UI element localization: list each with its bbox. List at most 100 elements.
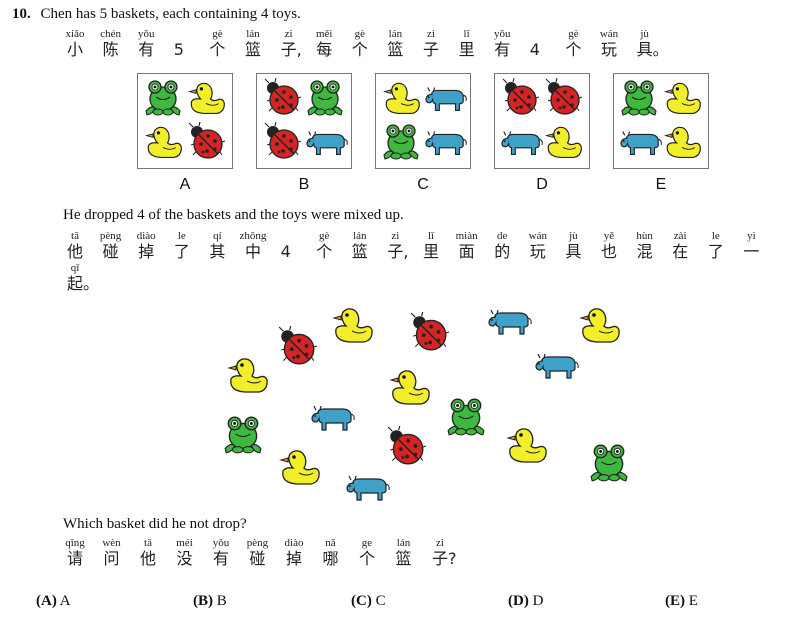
pinyin: qí: [213, 230, 222, 242]
hanzi: 个: [316, 242, 333, 261]
basket-label: C: [417, 176, 429, 193]
cow-toy: [534, 350, 580, 386]
pinyin: jù: [640, 28, 649, 40]
choice-value: E: [685, 593, 698, 609]
hanzi: 碰: [102, 242, 119, 261]
hanzi: 他: [67, 242, 84, 261]
cow-toy: [305, 128, 349, 162]
duck-toy: [543, 122, 583, 166]
duck-toy: [381, 78, 421, 122]
hanzi: 了: [707, 242, 724, 261]
hanzi: 掉: [286, 549, 303, 568]
pinyin: tā: [71, 230, 79, 242]
duck-toy: [186, 78, 226, 122]
pinyin: [162, 28, 202, 40]
pinyin-character: lán 篮: [375, 28, 415, 60]
cow-toy: [345, 472, 391, 508]
pinyin: [518, 28, 558, 40]
cow-toy: [310, 402, 356, 438]
choice-key: (D): [508, 593, 529, 609]
cow-toy: [500, 128, 544, 162]
basket-b[interactable]: [256, 73, 352, 169]
pinyin: gè: [212, 28, 223, 40]
cow-toy: [619, 128, 663, 162]
pinyin-character: diào 掉: [126, 230, 166, 262]
choice-d[interactable]: (D) D: [508, 593, 543, 610]
pinyin: lán: [246, 28, 260, 40]
pinyin: lán: [388, 28, 403, 40]
pinyin-character: zi 子: [411, 28, 451, 60]
hanzi: 4: [529, 40, 540, 59]
frog-toy: [381, 122, 421, 166]
pinyin: měi: [315, 28, 333, 40]
pinyin: diào: [284, 537, 304, 549]
pinyin-character: zi 子,: [375, 230, 415, 262]
ladybug-toy: [543, 77, 583, 122]
pinyin: gè: [568, 28, 579, 40]
choice-key: (A): [36, 593, 57, 609]
pinyin: lǐ: [463, 28, 470, 40]
pinyin: qǐ: [70, 262, 80, 274]
pinyin: wèn: [102, 537, 121, 549]
choice-c[interactable]: (C) C: [351, 593, 386, 610]
hanzi: 有: [213, 549, 230, 568]
pinyin-character: wán 玩: [589, 28, 629, 60]
pinyin: zi: [436, 537, 444, 549]
pinyin: nǎ: [325, 537, 336, 549]
pinyin: lán: [396, 537, 411, 549]
pinyin-character: de 的: [482, 230, 522, 262]
ladybug-toy: [262, 77, 302, 122]
duck-toy: [330, 304, 374, 350]
pinyin-character: yǒu 有: [482, 28, 522, 60]
pinyin: le: [711, 230, 720, 242]
pinyin-character: pèng 碰: [91, 230, 131, 262]
hanzi: 混: [636, 242, 653, 261]
duck-toy: [662, 122, 702, 166]
hanzi: 玩: [601, 40, 618, 59]
pinyin: yì: [747, 230, 756, 242]
pinyin: gè: [354, 28, 365, 40]
duck-toy: [277, 446, 321, 492]
pinyin: chén: [100, 28, 121, 40]
pinyin: miàn: [455, 230, 478, 242]
pinyin-character: miàn 面: [447, 230, 487, 262]
hanzi: 具: [565, 242, 582, 261]
pinyin: qǐng: [65, 537, 85, 549]
pinyin-character: diào 掉: [274, 537, 314, 569]
basket-a[interactable]: [137, 73, 233, 169]
pinyin-character: gè 个: [553, 28, 593, 60]
hanzi: 哪: [322, 549, 339, 568]
duck-toy: [504, 424, 548, 470]
pinyin-character: nǎ 哪: [311, 537, 351, 569]
pinyin-character: gè 个: [197, 28, 237, 60]
pinyin-character: lán 篮: [340, 230, 380, 262]
pinyin-character: le 了: [696, 230, 736, 262]
hanzi: 个: [565, 40, 582, 59]
hanzi: 子,: [280, 40, 302, 59]
choice-e[interactable]: (E) E: [665, 593, 698, 610]
duck-toy: [225, 354, 269, 400]
choice-value: A: [56, 593, 71, 609]
pinyin: yǒu: [212, 537, 230, 549]
pinyin: yǒu: [493, 28, 511, 40]
duck-toy: [662, 78, 702, 122]
hanzi: 每: [316, 40, 333, 59]
pinyin: wán: [599, 28, 619, 40]
hanzi: 掉: [138, 242, 155, 261]
pinyin-character: zài 在: [660, 230, 700, 262]
pinyin-character: xiǎo 小: [55, 28, 95, 60]
basket-d[interactable]: [494, 73, 590, 169]
hanzi: 个: [359, 549, 376, 568]
pinyin: pèng: [99, 230, 122, 242]
pinyin-character: qǐ 起。: [55, 262, 99, 294]
choice-b[interactable]: (B) B: [193, 593, 227, 610]
ladybug-toy: [384, 425, 428, 472]
choice-a[interactable]: (A) A: [36, 593, 71, 610]
hanzi: 请: [67, 549, 84, 568]
pinyin: le: [177, 230, 186, 242]
basket-c[interactable]: [375, 73, 471, 169]
basket-e[interactable]: [613, 73, 709, 169]
hanzi: 也: [601, 242, 618, 261]
choice-value: C: [371, 593, 386, 609]
question-line-1: 10. Chen has 5 baskets, each containing …: [12, 6, 301, 23]
